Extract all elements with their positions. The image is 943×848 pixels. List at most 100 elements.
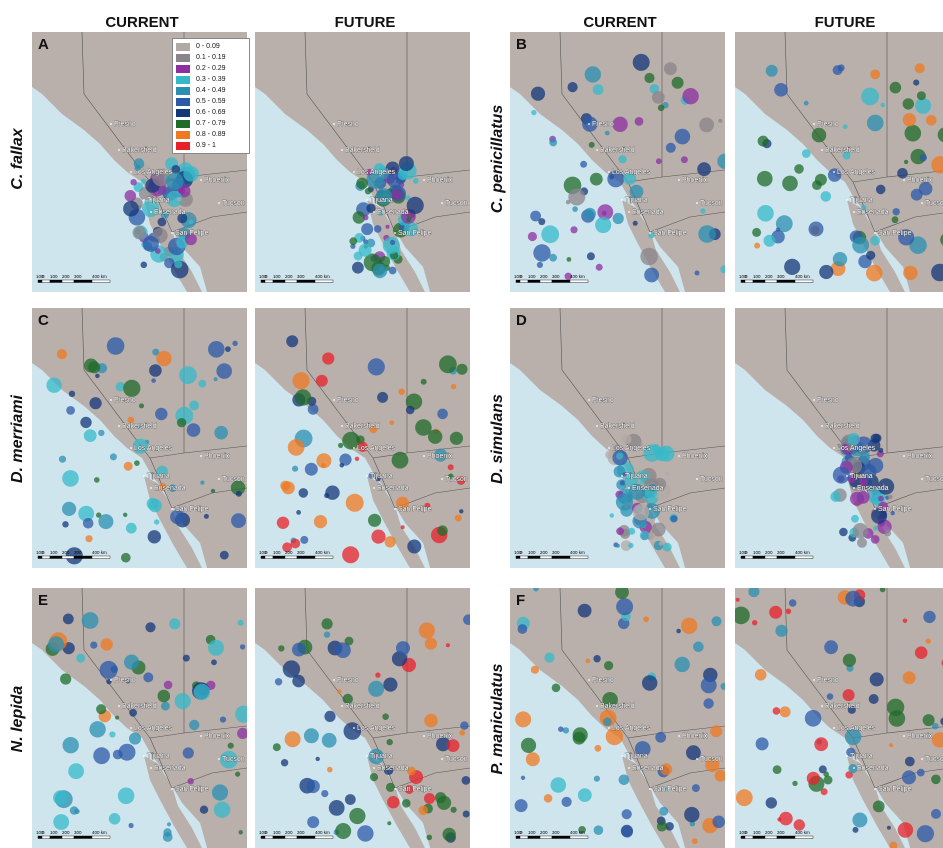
suitability-patch [357,825,373,841]
suitability-patch [212,784,228,800]
suitability-patch [109,813,121,825]
suitability-patch [283,660,300,677]
legend-item: 0 - 0.09 [176,41,246,52]
suitability-patch [917,91,926,100]
city-marker [366,199,368,201]
suitability-patch [757,205,774,222]
scale-bar-segment [273,836,285,839]
suitability-patch [383,678,397,692]
legend-item: 0.5 - 0.59 [176,96,246,107]
suitability-patch [833,467,850,484]
scale-bar-segment [285,280,297,283]
city-label: Phoenix [682,733,708,740]
suitability-patch [278,645,284,651]
suitability-patch [867,115,884,132]
suitability-patch [163,828,171,836]
suitability-patch [699,118,714,133]
legend-swatch [176,76,190,84]
city-marker [846,475,848,477]
scale-bar-segment [92,280,110,283]
suitability-patch [670,515,677,522]
suitability-patch [459,509,463,513]
suitability-patch [604,661,613,670]
city-label: Bakersfield [122,703,157,710]
scale-tick-label: 400 km [795,274,810,279]
suitability-patch [109,731,115,737]
suitability-patch [368,514,381,527]
city-label: Fresno [337,397,359,404]
suitability-patch [76,654,85,663]
suitability-patch [349,237,357,245]
suitability-patch [752,228,761,237]
suitability-patch [802,149,811,158]
scale-bar-segment [315,280,333,283]
city-label: Ensenada [154,485,186,492]
suitability-patch [666,472,670,476]
city-label: Los Angeles [612,445,651,452]
species-label-d-merriami: D. merriami [9,339,27,539]
suitability-patch [155,408,167,420]
suitability-patch [164,681,173,690]
suitability-patch [322,733,337,748]
city-marker [596,149,598,151]
city-label: Ensenada [632,765,664,772]
suitability-patch [371,530,385,544]
city-label: Ensenada [857,765,889,772]
suitability-patch [211,659,217,665]
suitability-patch [869,694,879,704]
suitability-patch [141,262,148,269]
suitability-patch [63,737,79,753]
suitability-patch [531,666,539,674]
suitability-patch [189,213,194,218]
city-label: Phoenix [427,733,453,740]
column-header-current-left: CURRENT [62,14,222,31]
suitability-patch [228,743,234,749]
city-marker [874,788,876,790]
suitability-patch [902,770,916,784]
suitability-patch [830,491,841,502]
suitability-patch [387,796,399,808]
suitability-patch [682,88,698,104]
suitability-patch [710,725,722,737]
city-marker [678,179,680,181]
suitability-patch [295,389,311,405]
suitability-patch [659,446,675,462]
city-marker [366,755,368,757]
suitability-patch [807,772,820,785]
suitability-patch [407,540,421,554]
city-marker [110,123,112,125]
suitability-patch [171,165,180,174]
city-label: San Felipe [878,506,912,513]
suitability-patch [188,778,194,784]
scale-tick-label: 400 km [570,274,585,279]
suitability-patch [824,776,833,785]
suitability-patch [158,218,167,227]
suitability-patch [316,757,320,761]
suitability-patch [843,689,855,701]
panel-letter: F [516,592,525,609]
suitability-patch [386,783,395,792]
legend-label: 0 - 0.09 [196,43,220,50]
suitability-patch [151,378,156,383]
city-label: Tijuana [370,197,393,204]
suitability-patch [580,161,587,168]
city-marker [874,232,876,234]
scale-tick-label: 400 km [315,830,330,835]
city-label: San Felipe [878,786,912,793]
suitability-patch [62,502,76,516]
suitability-patch [273,743,281,751]
suitability-patch [119,744,136,761]
scale-bar-segment [92,836,110,839]
suitability-patch [389,420,394,425]
suitability-patch [823,771,829,777]
scale-bar-segment [765,280,777,283]
suitability-patch [149,364,162,377]
legend-label: 0.7 - 0.79 [196,120,226,127]
scale-bar-segment [265,280,273,283]
suitability-patch [594,776,600,782]
city-label: Bakersfield [345,423,380,430]
